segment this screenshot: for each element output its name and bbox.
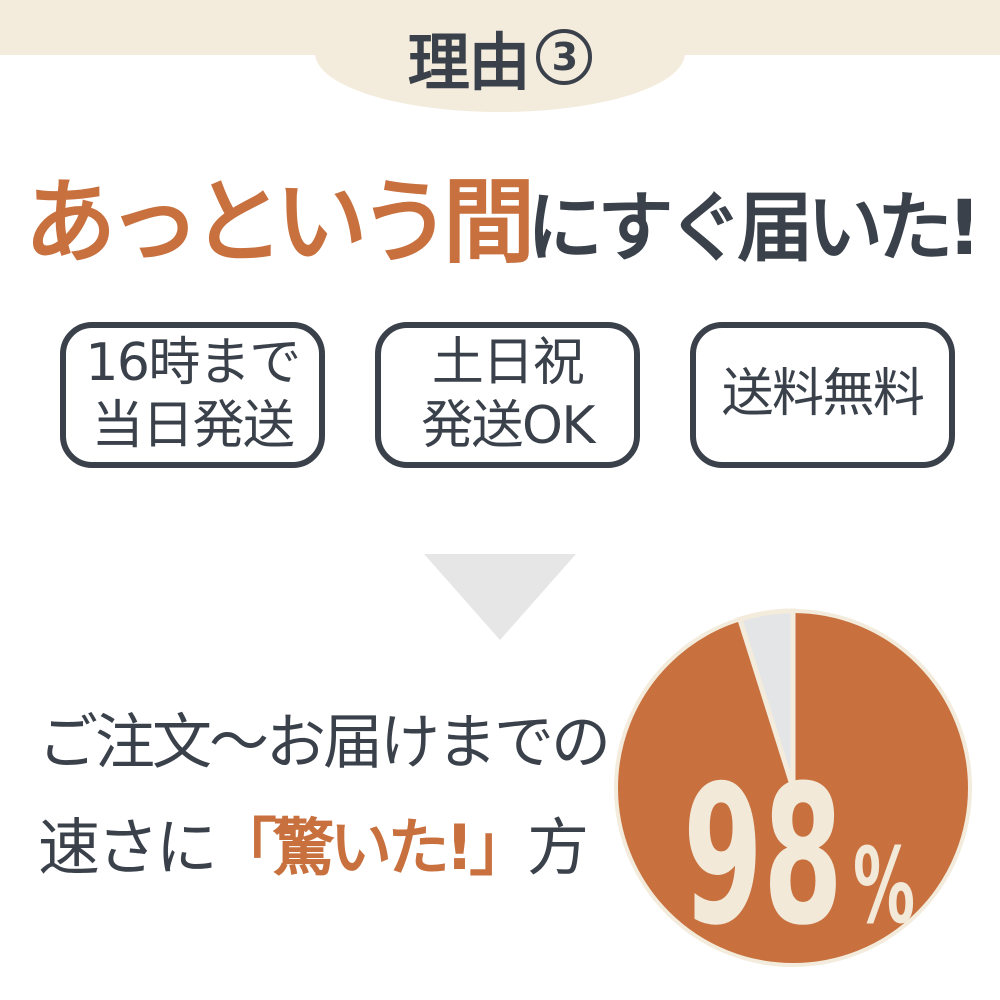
badge-same-day-shipping: 16時まで 当日発送: [60, 322, 325, 468]
stat-line2-emphasis: 「驚いた!」: [214, 811, 532, 884]
badge-row: 16時まで 当日発送 土日祝 発送OK 送料無料: [60, 322, 955, 468]
pie-chart-svg: 98 %: [614, 608, 972, 968]
headline-emphasis: あっという間: [24, 169, 535, 276]
header-title-number: 3: [551, 35, 578, 79]
pie-unit-label: %: [853, 825, 915, 947]
headline: あっという間 にすぐ届いた!: [0, 148, 1000, 281]
stat-line1: ご注文〜お届けまでの: [38, 708, 611, 778]
headline-rest: にすぐ届いた!: [526, 183, 982, 272]
pie-slice-minor: [736, 608, 796, 789]
stat-line2: 速さに「驚いた!」方: [38, 797, 628, 887]
pie-chart: 98 %: [611, 606, 975, 970]
header-title: 理由 3: [0, 12, 1000, 102]
pie-value-label: 98: [683, 745, 843, 968]
stat-line2-prefix: 速さに: [38, 811, 218, 884]
header-banner-bulge: [315, 0, 685, 112]
circled-number-icon: 3: [536, 29, 593, 85]
badge-free-shipping: 送料無料: [690, 322, 955, 468]
stat-line2-suffix: 方: [526, 811, 589, 884]
header-title-label: 理由: [407, 26, 531, 99]
stat-caption: ご注文〜お届けまでの 速さに「驚いた!」方: [38, 694, 628, 887]
badge-weekend-shipping: 土日祝 発送OK: [375, 322, 640, 468]
down-triangle-icon: [424, 554, 576, 640]
